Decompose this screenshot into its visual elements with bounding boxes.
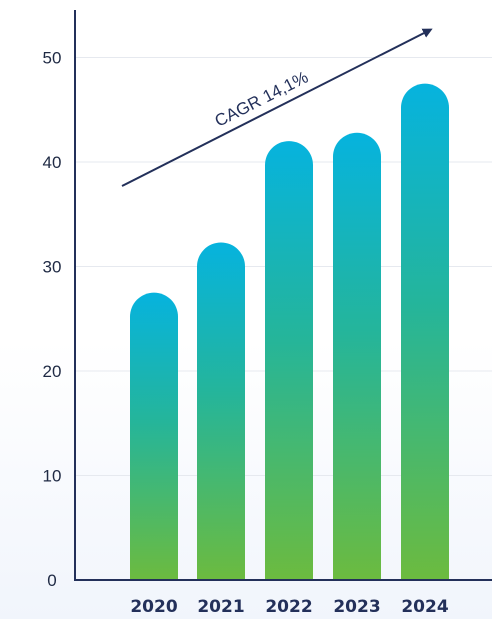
- x-tick-label: 2023: [333, 597, 380, 617]
- cagr-annotation: CAGR 14,1%: [212, 67, 312, 130]
- bar-2021: [197, 242, 246, 580]
- bars: [130, 83, 449, 581]
- y-tick-label: 20: [43, 362, 62, 381]
- bar-2023: [333, 132, 381, 581]
- bar-2024: [401, 83, 449, 580]
- y-tick-label: 10: [43, 467, 62, 486]
- cagr-trend-arrow: [121, 28, 433, 187]
- bar-2020: [130, 292, 178, 580]
- x-tick-label: 2024: [401, 597, 448, 617]
- y-tick-label: 40: [43, 153, 62, 172]
- y-tick-label: 50: [43, 49, 62, 68]
- x-tick-label: 2021: [197, 597, 244, 617]
- x-tick-label: 2020: [130, 597, 177, 617]
- y-tick-label: 0: [47, 571, 56, 590]
- y-axis-ticks: 0 10 20 30 40 50: [43, 49, 62, 591]
- x-tick-label: 2022: [265, 597, 312, 617]
- x-axis-labels: 2020 2021 2022 2023 2024: [130, 597, 448, 617]
- bar-2022: [265, 141, 313, 580]
- y-tick-label: 30: [43, 258, 62, 277]
